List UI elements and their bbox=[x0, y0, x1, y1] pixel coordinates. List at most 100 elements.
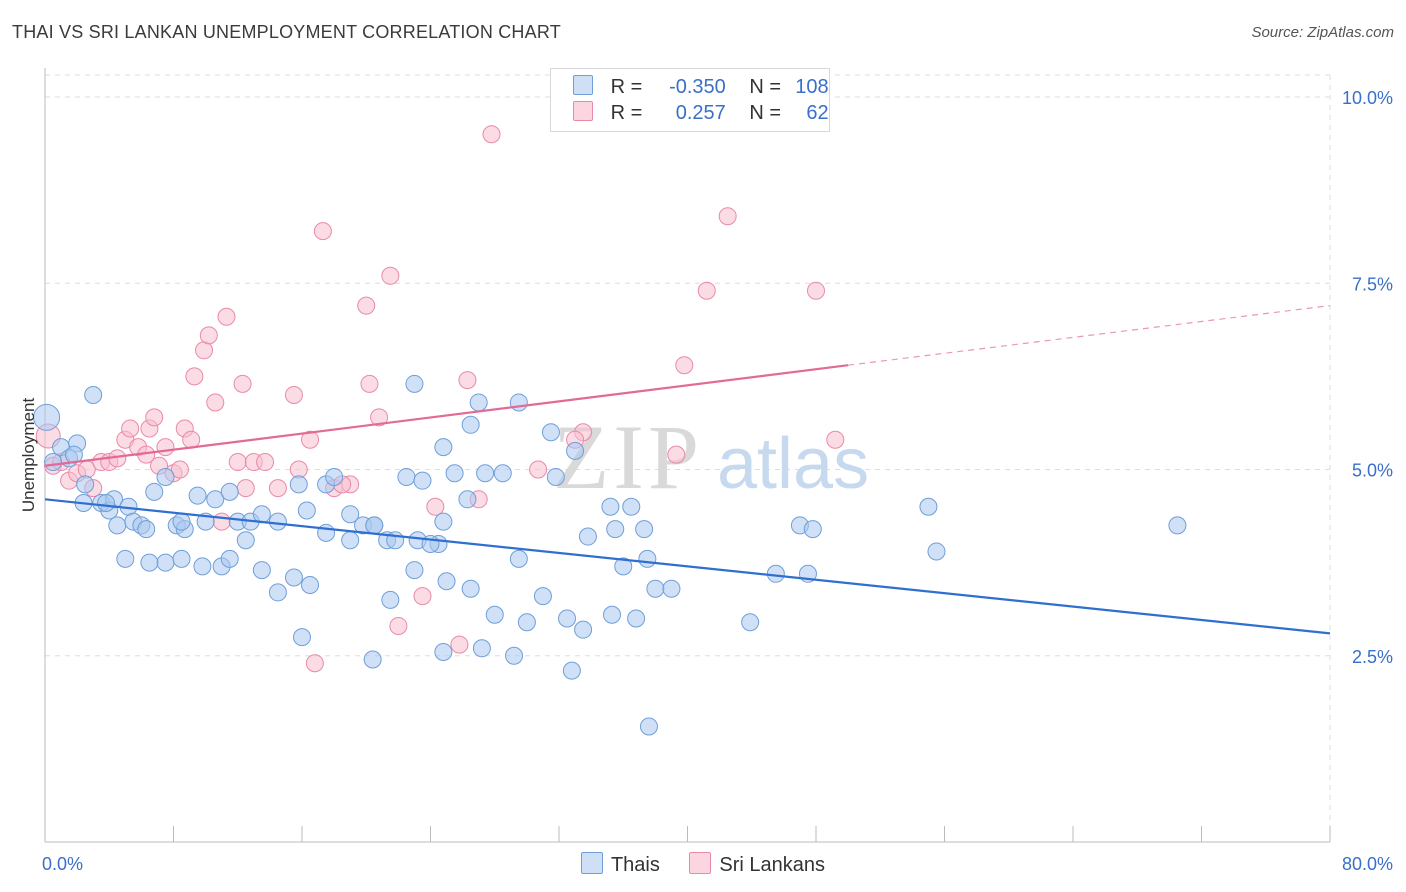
legend-n-value: 62 bbox=[806, 102, 829, 124]
data-point bbox=[405, 374, 424, 393]
data-point bbox=[472, 639, 491, 658]
data-point bbox=[301, 575, 320, 594]
data-point bbox=[485, 605, 504, 624]
x-tick-label: 0.0% bbox=[42, 854, 83, 874]
data-point bbox=[370, 408, 389, 427]
series-legend: Thais Sri Lankans bbox=[0, 852, 1406, 877]
data-point bbox=[509, 549, 528, 568]
data-point bbox=[529, 460, 548, 479]
legend-row-thais: R = -0.350 N = 108 bbox=[573, 75, 829, 101]
data-point bbox=[97, 494, 116, 513]
data-point bbox=[206, 393, 225, 412]
data-point bbox=[662, 579, 681, 598]
trendline-sri-lankans-extension bbox=[848, 305, 1331, 366]
data-point bbox=[156, 438, 175, 457]
data-point bbox=[1168, 516, 1187, 535]
data-point bbox=[578, 527, 597, 546]
data-point bbox=[482, 125, 501, 144]
data-point bbox=[826, 430, 845, 449]
data-point bbox=[156, 467, 175, 486]
tick-labels: 2.5% 5.0% 7.5% 10.0% 0.0% 80.0% bbox=[42, 88, 1393, 874]
data-point bbox=[741, 613, 760, 632]
data-point bbox=[172, 512, 191, 531]
legend-n-value: 108 bbox=[795, 76, 829, 98]
data-point bbox=[284, 568, 303, 587]
data-point bbox=[574, 620, 593, 639]
data-point bbox=[919, 497, 938, 516]
series-thais bbox=[33, 374, 1187, 736]
legend-swatch-sri-lankans bbox=[689, 852, 712, 874]
data-point bbox=[509, 393, 528, 412]
data-point bbox=[558, 609, 577, 628]
data-point bbox=[217, 307, 236, 326]
data-point bbox=[766, 564, 785, 583]
trendlines bbox=[44, 305, 1331, 635]
data-point bbox=[252, 561, 271, 580]
y-tick-label: 5.0% bbox=[1352, 461, 1393, 481]
data-point bbox=[341, 531, 360, 550]
data-point bbox=[297, 501, 316, 520]
data-point bbox=[206, 490, 225, 509]
data-point bbox=[476, 464, 495, 483]
data-point bbox=[614, 557, 633, 576]
data-point bbox=[389, 616, 408, 635]
data-point bbox=[193, 557, 212, 576]
chart-title: THAI VS SRI LANKAN UNEMPLOYMENT CORRELAT… bbox=[12, 22, 561, 42]
legend-r-value: 0.257 bbox=[675, 102, 726, 124]
data-point bbox=[405, 561, 424, 580]
data-point bbox=[188, 486, 207, 505]
data-point bbox=[667, 445, 686, 464]
data-point bbox=[622, 497, 641, 516]
data-point bbox=[170, 460, 189, 479]
legend-label-sri-lankans: Sri Lankans bbox=[719, 854, 826, 876]
data-point bbox=[236, 479, 255, 498]
data-point bbox=[413, 471, 432, 490]
data-point bbox=[639, 717, 658, 736]
data-point bbox=[461, 579, 480, 598]
data-point bbox=[195, 341, 214, 360]
data-point bbox=[145, 482, 164, 501]
data-point bbox=[228, 453, 247, 472]
data-point bbox=[445, 464, 464, 483]
series-sri-lankans bbox=[35, 125, 845, 673]
legend-n-label: N = bbox=[749, 76, 782, 98]
data-point bbox=[220, 482, 239, 501]
correlation-legend: R = -0.350 N = 108 R = 0.257 N = 62 bbox=[550, 68, 830, 132]
data-point bbox=[397, 467, 416, 486]
data-point bbox=[76, 475, 95, 494]
data-point bbox=[546, 467, 565, 486]
legend-item-thais: Thais bbox=[580, 852, 660, 877]
data-point bbox=[185, 367, 204, 386]
data-point bbox=[562, 661, 581, 680]
data-point bbox=[381, 590, 400, 609]
data-point bbox=[365, 516, 384, 535]
axes bbox=[44, 68, 1331, 843]
data-point bbox=[566, 441, 585, 460]
data-point bbox=[458, 371, 477, 390]
data-point bbox=[646, 579, 665, 598]
data-point bbox=[426, 497, 445, 516]
data-point bbox=[807, 281, 825, 300]
legend-r-label: R = bbox=[610, 102, 643, 124]
data-point bbox=[289, 475, 308, 494]
data-point bbox=[341, 505, 360, 524]
data-point bbox=[256, 453, 275, 472]
data-point bbox=[461, 415, 480, 434]
data-point bbox=[140, 553, 159, 572]
data-point bbox=[517, 613, 536, 632]
watermark-atlas: atlas bbox=[717, 424, 869, 504]
data-point bbox=[199, 326, 218, 345]
data-point bbox=[236, 531, 255, 550]
data-point bbox=[505, 646, 524, 665]
data-point bbox=[317, 523, 336, 542]
legend-r-label: R = bbox=[610, 76, 643, 98]
data-point bbox=[635, 520, 654, 539]
data-point bbox=[313, 222, 332, 241]
data-point bbox=[325, 467, 344, 486]
data-point bbox=[172, 549, 191, 568]
data-point bbox=[533, 587, 552, 606]
data-point bbox=[145, 408, 164, 427]
data-point bbox=[305, 654, 324, 673]
data-point bbox=[541, 423, 560, 442]
